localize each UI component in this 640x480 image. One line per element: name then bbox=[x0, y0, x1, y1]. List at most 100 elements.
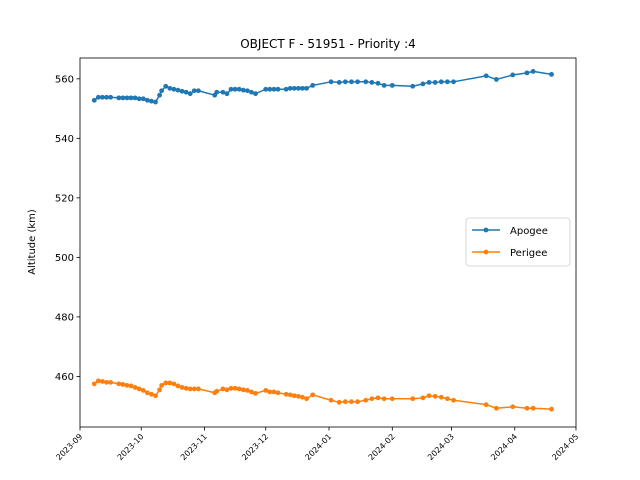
y-tick-label: 520 bbox=[55, 193, 74, 204]
apogee-data-point bbox=[91, 97, 97, 103]
perigee-data-point bbox=[296, 393, 301, 399]
apogee-data-point bbox=[524, 70, 530, 76]
axes-frame bbox=[79, 57, 577, 428]
perigee-data-point bbox=[191, 386, 197, 392]
perigee-data-point bbox=[159, 382, 165, 388]
perigee-data-point bbox=[310, 392, 316, 398]
y-tick-label: 560 bbox=[55, 74, 74, 85]
perigee-data-point bbox=[236, 386, 242, 392]
perigee-data-point bbox=[304, 396, 309, 402]
apogee-data-point bbox=[249, 89, 254, 95]
perigee-data-point bbox=[108, 379, 114, 385]
perigee-data-point bbox=[420, 395, 426, 401]
perigee-data-point bbox=[104, 379, 109, 385]
apogee-data-point bbox=[191, 88, 197, 94]
perigee-data-point bbox=[381, 396, 387, 402]
perigee-data-point bbox=[410, 396, 416, 402]
apogee-data-point bbox=[287, 85, 293, 91]
apogee-data-point bbox=[144, 97, 150, 103]
apogee-data-point bbox=[363, 79, 369, 85]
legend-apogee-marker bbox=[483, 227, 489, 233]
apogee-data-point bbox=[445, 79, 450, 85]
perigee-data-point bbox=[432, 393, 438, 399]
apogee-data-point bbox=[410, 83, 416, 89]
perigee-data-point bbox=[163, 380, 169, 386]
apogee-data-point bbox=[175, 87, 181, 93]
apogee-data-point bbox=[271, 86, 277, 92]
apogee-data-point bbox=[136, 96, 142, 102]
apogee-data-point bbox=[167, 85, 173, 91]
apogee-data-point bbox=[195, 88, 201, 94]
legend-apogee-label: Apogee bbox=[510, 226, 548, 237]
perigee-data-point bbox=[183, 385, 189, 391]
perigee-data-point bbox=[291, 393, 297, 399]
apogee-data-point bbox=[291, 85, 297, 91]
y-axis-label: Altitude (km) bbox=[27, 209, 38, 275]
apogee-data-point bbox=[240, 87, 246, 93]
apogee-data-point bbox=[187, 91, 193, 97]
apogee-data-point bbox=[183, 89, 189, 95]
perigee-data-point bbox=[91, 381, 97, 387]
perigee-data-point bbox=[240, 387, 246, 393]
apogee-data-point bbox=[128, 95, 134, 101]
apogee-data-point bbox=[283, 86, 289, 92]
y-tick-label: 480 bbox=[55, 312, 74, 323]
apogee-data-point bbox=[336, 80, 342, 85]
apogee-data-point bbox=[157, 92, 163, 98]
apogee-data-point bbox=[304, 85, 309, 91]
perigee-data-point bbox=[267, 389, 273, 395]
chart-title: OBJECT F - 51951 - Priority :4 bbox=[240, 37, 416, 51]
apogee-data-point bbox=[328, 79, 334, 85]
perigee-data-point bbox=[244, 388, 250, 393]
apogee-data-point bbox=[104, 94, 109, 100]
apogee-data-point bbox=[116, 95, 122, 101]
perigee-data-point bbox=[220, 386, 226, 392]
perigee-data-point bbox=[426, 393, 432, 399]
perigee-data-point bbox=[175, 383, 181, 389]
perigee-data-point bbox=[149, 391, 154, 397]
perigee-data-point bbox=[328, 397, 334, 403]
apogee-data-point bbox=[236, 86, 242, 92]
apogee-data-point bbox=[100, 94, 105, 100]
perigee-data-point bbox=[438, 394, 444, 400]
apogee-data-point bbox=[140, 96, 146, 102]
perigee-data-point bbox=[369, 396, 375, 402]
apogee-data-point bbox=[451, 79, 456, 85]
legend: Apogee Perigee bbox=[465, 217, 571, 267]
perigee-data-point bbox=[195, 386, 201, 392]
apogee-data-point bbox=[342, 79, 348, 85]
y-tick-label: 540 bbox=[55, 134, 74, 145]
apogee-data-point bbox=[108, 94, 114, 100]
apogee-data-point bbox=[263, 86, 269, 92]
legend-perigee-marker bbox=[483, 249, 489, 255]
apogee-data-point bbox=[300, 85, 305, 91]
apogee-data-point bbox=[426, 80, 432, 85]
apogee-data-point bbox=[275, 86, 281, 92]
perigee-data-point bbox=[249, 389, 254, 395]
perigee-data-point bbox=[116, 381, 122, 387]
perigee-data-point bbox=[300, 394, 305, 400]
perigee-data-point bbox=[363, 397, 369, 403]
apogee-data-point bbox=[120, 95, 126, 101]
y-tick-label: 500 bbox=[55, 253, 74, 264]
apogee-data-point bbox=[224, 91, 230, 97]
perigee-data-point bbox=[95, 378, 101, 384]
perigee-data-point bbox=[224, 387, 230, 393]
perigee-data-point bbox=[157, 387, 163, 393]
perigee-data-point bbox=[283, 391, 289, 397]
perigee-data-point bbox=[349, 399, 354, 405]
perigee-data-point bbox=[483, 402, 489, 408]
apogee-data-point bbox=[355, 79, 360, 85]
apogee-data-point bbox=[171, 86, 177, 92]
apogee-data-point bbox=[296, 85, 301, 91]
perigee-data-point bbox=[100, 379, 105, 384]
apogee-data-point bbox=[214, 89, 220, 95]
perigee-data-point bbox=[128, 383, 134, 389]
perigee-data-point bbox=[287, 392, 293, 398]
perigee-data-point bbox=[140, 388, 146, 393]
perigee-data-point bbox=[214, 388, 220, 394]
apogee-data-point bbox=[549, 71, 554, 77]
perigee-data-point bbox=[336, 399, 342, 405]
perigee-data-point bbox=[153, 393, 158, 399]
